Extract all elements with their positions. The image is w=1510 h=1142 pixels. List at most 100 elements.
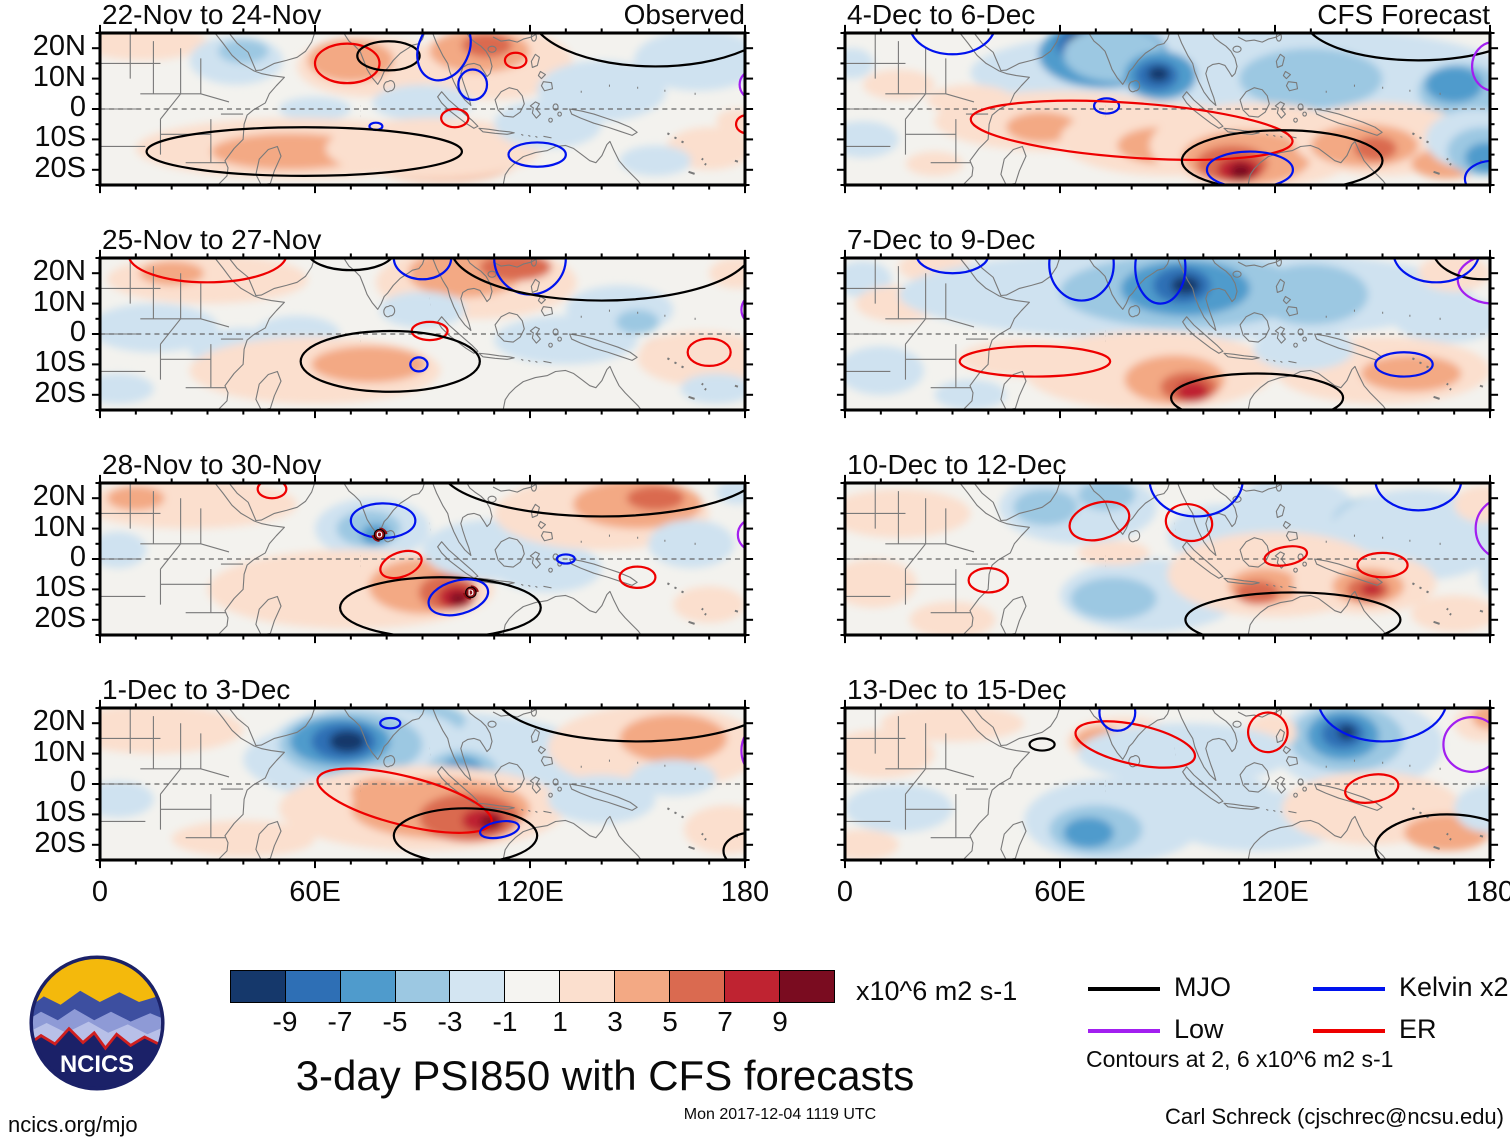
colorbar-cell xyxy=(230,970,287,1003)
y-axis-label: 10N xyxy=(32,736,86,768)
y-axis-label: 20S xyxy=(34,152,86,184)
y-axis-labels-row4: 20N 10N 0 10S 20S xyxy=(0,705,92,860)
panel-title: 1-Dec to 3-Dec xyxy=(102,674,291,705)
colorbar-cell xyxy=(284,970,342,1003)
cyclone-marker: O xyxy=(371,527,388,542)
cyclone-marker: D xyxy=(462,585,479,600)
y-axis-label: 20S xyxy=(34,602,86,634)
colorbar-tick-label: -9 xyxy=(272,1006,298,1037)
y-axis-label: 10S xyxy=(34,121,86,153)
colorbar-tick-label: 1 xyxy=(552,1006,568,1037)
x-axis-label: 180 xyxy=(1465,876,1510,908)
y-axis-label: 0 xyxy=(69,766,86,798)
map-panel-observed-1: 22-Nov to 24-Nov Observed xyxy=(91,0,754,194)
panel-tag: Observed xyxy=(623,0,745,30)
legend-line-mjo xyxy=(1088,987,1160,991)
y-axis-labels-row1: 20N 10N 0 10S 20S xyxy=(0,30,92,185)
y-axis-label: 10S xyxy=(34,346,86,378)
legend-line-low xyxy=(1088,1029,1160,1033)
y-axis-label: 20N xyxy=(32,705,86,737)
colorbar-cell xyxy=(394,970,452,1003)
colorbar-cell xyxy=(504,970,561,1003)
x-axis-label: 120E xyxy=(1241,876,1309,908)
map-canvas xyxy=(836,474,1499,644)
colorbar-cell xyxy=(778,970,836,1003)
credit-line: Carl Schreck (cjschrec@ncsu.edu) xyxy=(1165,1104,1504,1129)
colorbar-tick-label: -3 xyxy=(437,1006,463,1037)
timestamp: Mon 2017-12-04 1119 UTC xyxy=(683,1106,877,1123)
x-axis-label: 0 xyxy=(836,876,854,908)
colorbar-tick-label: -1 xyxy=(492,1006,518,1037)
map-panel-forecast-1: 4-Dec to 6-Dec CFS Forecast xyxy=(836,0,1499,194)
colorbar-tick-labels: -9 -7 -5 -3 -1 1 3 5 7 9 xyxy=(230,1006,835,1038)
map-panel-forecast-2: 7-Dec to 9-Dec xyxy=(836,224,1499,419)
ncics-logo: NCICS xyxy=(29,955,165,1091)
x-axis-label: 60E xyxy=(1034,876,1086,908)
y-axis-label: 0 xyxy=(69,91,86,123)
colorbar-units-label: x10^6 m2 s-1 xyxy=(856,976,1018,1006)
x-axis-label: 180 xyxy=(720,876,770,908)
legend-label-er: ER xyxy=(1399,1014,1437,1044)
y-axis-label: 0 xyxy=(69,316,86,348)
y-axis-label: 10S xyxy=(34,571,86,603)
map-canvas: OD xyxy=(91,474,754,644)
panel-title: 4-Dec to 6-Dec xyxy=(847,0,1036,30)
y-axis-labels-row2: 20N 10N 0 10S 20S xyxy=(0,255,92,410)
colorbar-tick-label: 5 xyxy=(662,1006,678,1037)
colorbar xyxy=(230,970,836,1003)
panel-title: 22-Nov to 24-Nov xyxy=(102,0,322,30)
x-axis-label: 60E xyxy=(289,876,341,908)
panel-title: 13-Dec to 15-Dec xyxy=(847,674,1067,705)
map-panel-forecast-3: 10-Dec to 12-Dec xyxy=(836,449,1499,644)
legend-note: Contours at 2, 6 x10^6 m2 s-1 xyxy=(1086,1046,1394,1072)
colorbar-tick-label: 7 xyxy=(717,1006,733,1037)
y-axis-label: 20S xyxy=(34,377,86,409)
svg-text:D: D xyxy=(468,588,474,597)
ncics-logo-text: NCICS xyxy=(60,1051,134,1078)
map-canvas xyxy=(836,24,1499,194)
colorbar-tick-label: -5 xyxy=(382,1006,408,1037)
map-panel-observed-2: 25-Nov to 27-Nov xyxy=(91,224,754,419)
x-axis-labels-left: 0 60E 120E 180 xyxy=(92,876,769,912)
panel-tag: CFS Forecast xyxy=(1317,0,1490,30)
panel-title: 25-Nov to 27-Nov xyxy=(102,224,322,255)
colorbar-tick-label: 3 xyxy=(607,1006,623,1037)
colorbar-cell xyxy=(559,970,616,1003)
y-axis-label: 10S xyxy=(34,796,86,828)
legend-label-kelvin: Kelvin x2 xyxy=(1399,972,1509,1002)
colorbar-tick-label: -7 xyxy=(327,1006,353,1037)
y-axis-labels-row3: 20N 10N 0 10S 20S xyxy=(0,480,92,635)
map-canvas xyxy=(91,249,754,419)
colorbar-cell xyxy=(449,970,506,1003)
x-axis-label: 0 xyxy=(91,876,109,908)
map-canvas xyxy=(91,699,754,869)
legend-label-low: Low xyxy=(1174,1014,1224,1044)
x-axis-label: 120E xyxy=(496,876,564,908)
panel-title: 28-Nov to 30-Nov xyxy=(102,449,322,480)
y-axis-label: 20N xyxy=(32,480,86,512)
figure-title: 3-day PSI850 with CFS forecasts xyxy=(295,1052,915,1099)
x-axis-labels-right: 0 60E 120E 180 xyxy=(837,876,1510,912)
y-axis-label: 10N xyxy=(32,511,86,543)
map-canvas xyxy=(836,699,1499,869)
panel-title: 7-Dec to 9-Dec xyxy=(847,224,1036,255)
svg-text:O: O xyxy=(376,530,382,539)
colorbar-cell xyxy=(668,970,726,1003)
panel-title: 10-Dec to 12-Dec xyxy=(847,449,1067,480)
y-axis-label: 0 xyxy=(69,541,86,573)
map-panel-forecast-4: 13-Dec to 15-Dec xyxy=(836,674,1499,869)
y-axis-label: 20N xyxy=(32,30,86,62)
colorbar-tick-label: 9 xyxy=(772,1006,788,1037)
y-axis-label: 10N xyxy=(32,286,86,318)
colorbar-cell xyxy=(339,970,397,1003)
y-axis-label: 20N xyxy=(32,255,86,287)
site-link[interactable]: ncics.org/mjo xyxy=(8,1112,138,1137)
map-panel-observed-4: 1-Dec to 3-Dec xyxy=(91,674,754,869)
legend-line-kelvin xyxy=(1313,987,1385,991)
legend-line-er xyxy=(1313,1029,1385,1033)
colorbar-cell xyxy=(614,970,671,1003)
y-axis-label: 20S xyxy=(34,827,86,859)
y-axis-label: 10N xyxy=(32,61,86,93)
colorbar-cell xyxy=(723,970,781,1003)
